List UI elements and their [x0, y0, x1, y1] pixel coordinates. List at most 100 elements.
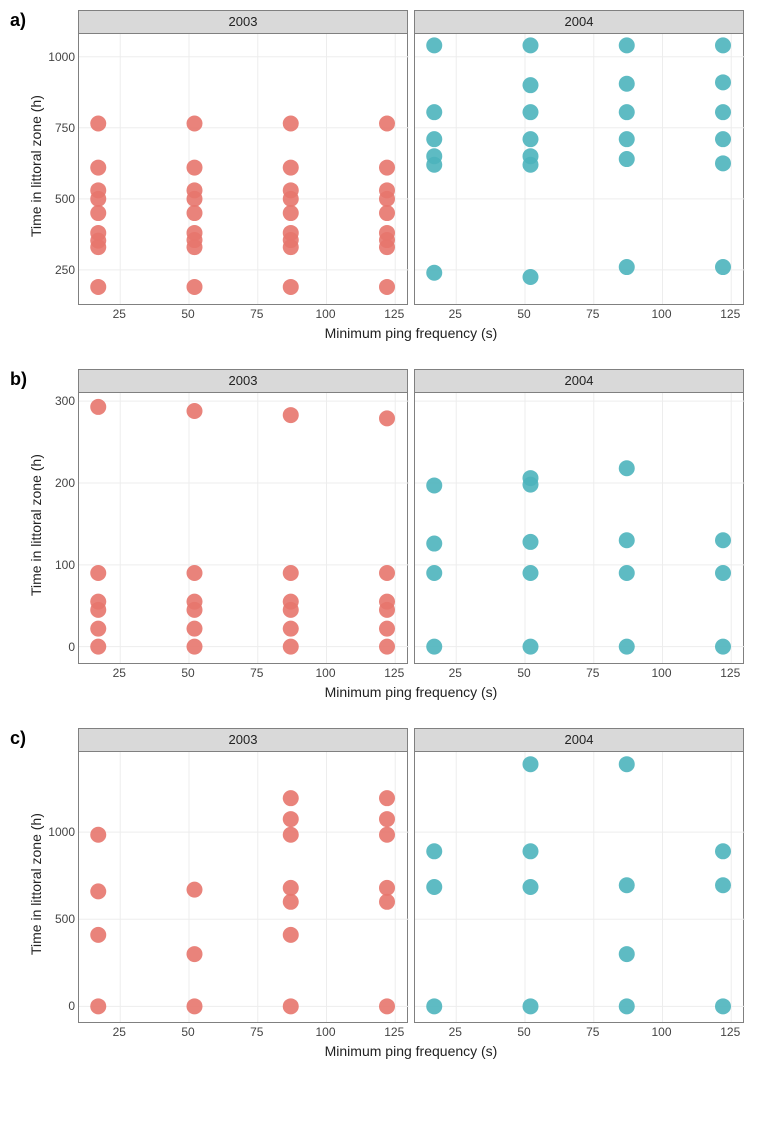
data-point — [379, 410, 395, 426]
panel-label-b: b) — [10, 369, 27, 390]
data-point — [715, 37, 731, 53]
data-point — [379, 894, 395, 910]
data-point — [90, 160, 106, 176]
x-tick: 75 — [250, 666, 263, 680]
panel-b: b)Time in littoral zone (h)2003010020030… — [10, 369, 752, 700]
x-axis-label: Minimum ping frequency (s) — [78, 684, 744, 700]
x-tick: 50 — [181, 307, 194, 321]
data-point — [379, 827, 395, 843]
data-point — [283, 160, 299, 176]
data-point — [187, 565, 203, 581]
facet-2003: 20032505007501000255075100125 — [78, 10, 408, 321]
x-tick: 100 — [315, 666, 335, 680]
data-point — [283, 790, 299, 806]
x-tick: 50 — [517, 307, 530, 321]
data-point — [90, 225, 106, 241]
data-point — [715, 74, 731, 90]
x-tick: 25 — [113, 1025, 126, 1039]
data-point — [619, 532, 635, 548]
data-point — [283, 205, 299, 221]
data-point — [90, 827, 106, 843]
data-point — [283, 279, 299, 295]
facet-strip: 2004 — [414, 728, 744, 752]
y-tick: 200 — [31, 476, 75, 490]
panel-a: a)Time in littoral zone (h)2003250500750… — [10, 10, 752, 341]
data-point — [187, 225, 203, 241]
data-point — [379, 205, 395, 221]
x-tick: 75 — [586, 666, 599, 680]
data-point — [715, 877, 731, 893]
data-point — [426, 148, 442, 164]
x-tick: 50 — [181, 666, 194, 680]
x-tick: 125 — [720, 1025, 740, 1039]
data-point — [619, 639, 635, 655]
data-point — [187, 998, 203, 1014]
x-tick: 25 — [113, 666, 126, 680]
x-tick: 100 — [315, 1025, 335, 1039]
data-point — [187, 205, 203, 221]
x-tick: 25 — [449, 1025, 462, 1039]
data-point — [619, 151, 635, 167]
x-tick: 75 — [250, 307, 263, 321]
data-point — [715, 155, 731, 171]
y-tick: 1000 — [31, 825, 75, 839]
data-point — [379, 790, 395, 806]
data-point — [90, 594, 106, 610]
data-point — [426, 565, 442, 581]
facet-strip: 2003 — [78, 728, 408, 752]
plot-area — [414, 34, 744, 305]
data-point — [379, 880, 395, 896]
data-point — [90, 621, 106, 637]
data-point — [523, 104, 539, 120]
data-point — [715, 843, 731, 859]
data-point — [90, 399, 106, 415]
data-point — [379, 182, 395, 198]
data-point — [715, 532, 731, 548]
data-point — [283, 225, 299, 241]
data-point — [379, 594, 395, 610]
y-tick: 500 — [31, 192, 75, 206]
facet-strip: 2003 — [78, 10, 408, 34]
data-point — [523, 131, 539, 147]
x-tick: 75 — [250, 1025, 263, 1039]
data-point — [619, 998, 635, 1014]
data-point — [283, 639, 299, 655]
data-point — [715, 565, 731, 581]
y-tick: 750 — [31, 121, 75, 135]
panel-label-a: a) — [10, 10, 26, 31]
data-point — [426, 131, 442, 147]
data-point — [379, 279, 395, 295]
data-point — [715, 131, 731, 147]
data-point — [283, 621, 299, 637]
panel-label-c: c) — [10, 728, 26, 749]
data-point — [715, 998, 731, 1014]
data-point — [379, 116, 395, 132]
data-point — [426, 843, 442, 859]
y-tick: 0 — [31, 999, 75, 1013]
data-point — [523, 470, 539, 486]
data-point — [619, 460, 635, 476]
x-tick: 125 — [384, 666, 404, 680]
facet-2004: 2004255075100125 — [414, 10, 744, 321]
data-point — [426, 879, 442, 895]
data-point — [187, 594, 203, 610]
data-point — [523, 77, 539, 93]
facet-strip: 2004 — [414, 10, 744, 34]
y-tick: 0 — [31, 640, 75, 654]
data-point — [523, 534, 539, 550]
data-point — [283, 894, 299, 910]
y-tick: 1000 — [31, 50, 75, 64]
data-point — [379, 998, 395, 1014]
data-point — [90, 205, 106, 221]
x-tick: 50 — [517, 1025, 530, 1039]
data-point — [523, 148, 539, 164]
data-point — [426, 639, 442, 655]
data-point — [90, 116, 106, 132]
y-tick: 250 — [31, 263, 75, 277]
data-point — [187, 403, 203, 419]
data-point — [283, 998, 299, 1014]
data-point — [426, 998, 442, 1014]
data-point — [283, 407, 299, 423]
data-point — [283, 565, 299, 581]
data-point — [523, 998, 539, 1014]
